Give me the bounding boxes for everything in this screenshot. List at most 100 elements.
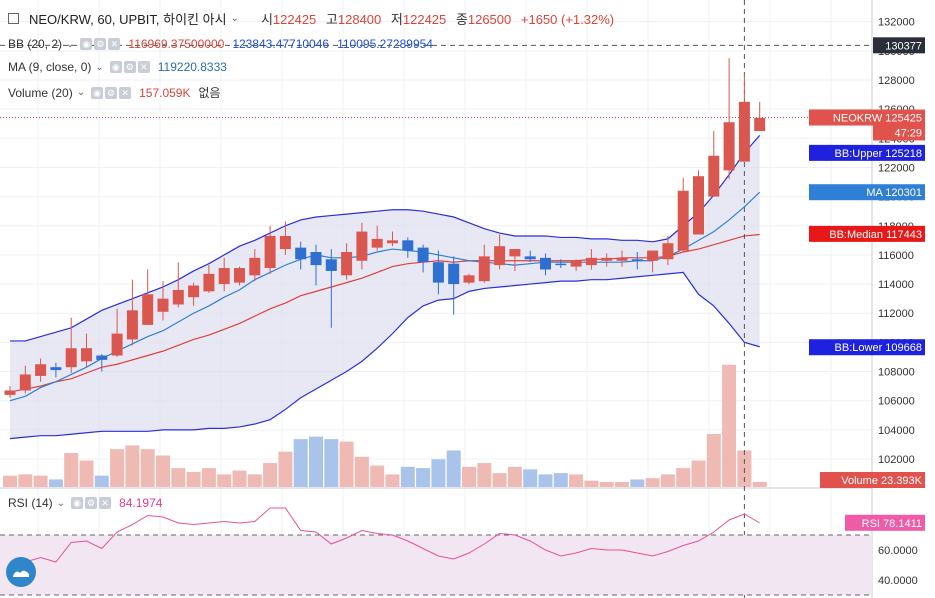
volume-bar <box>507 466 522 487</box>
volume-bar <box>538 474 553 487</box>
volume-bar <box>232 470 247 487</box>
close-label: 종 <box>455 12 468 27</box>
eye-icon[interactable]: ◉ <box>109 61 122 73</box>
gear-icon[interactable]: ⚙ <box>94 38 107 50</box>
close-icon[interactable]: ✕ <box>108 38 121 50</box>
volume-bar <box>186 471 201 487</box>
symbol-title[interactable]: NEO/KRW, 60, UPBIT, 하이킨 아시 <box>29 12 227 27</box>
price-tick-label: 114000 <box>878 279 914 291</box>
candle-body <box>738 101 750 162</box>
volume-bar <box>752 481 767 487</box>
rsi-value: 84.1974 <box>119 496 163 510</box>
candle-body <box>647 250 659 261</box>
bb-legend[interactable]: BB (20, 2) ⌄ ◉ ⚙ ✕ 116969.37500000 123843.… <box>8 37 433 51</box>
volume-label[interactable]: Volume (20) <box>8 85 73 100</box>
volume-bar <box>140 449 155 487</box>
close-icon[interactable]: ✕ <box>99 497 112 509</box>
volume-bar <box>477 463 492 487</box>
volume-bar <box>370 465 385 487</box>
volume-bar <box>676 468 691 487</box>
ma-legend[interactable]: MA (9, close, 0) ⌄ ◉ ⚙ ✕ 119220.8333 <box>8 60 227 74</box>
volume-bar <box>569 474 584 487</box>
symbol-legend: NEO/KRW, 60, UPBIT, 하이킨 아시 ⌄ 시122425 고12… <box>8 9 614 28</box>
volume-bar <box>201 468 216 487</box>
chevron-down-icon[interactable]: ⌄ <box>230 13 239 24</box>
price-tag-bg <box>809 339 925 356</box>
price-tag-bg <box>809 184 925 201</box>
candle-body <box>264 235 276 269</box>
price-tick-label: 132000 <box>878 17 915 29</box>
price-tick-label: 116000 <box>878 250 914 262</box>
chevron-down-icon[interactable]: ⌄ <box>66 38 75 50</box>
open-label: 시 <box>260 12 273 27</box>
candle-body <box>387 240 398 244</box>
candle-body <box>601 257 613 261</box>
price-tick-label: 108000 <box>878 367 915 379</box>
candle-body <box>356 231 368 261</box>
volume-bar <box>645 478 660 487</box>
bb-upper-line <box>10 134 761 342</box>
gear-icon[interactable]: ⚙ <box>105 86 118 99</box>
chevron-down-icon[interactable]: ⌄ <box>95 61 104 73</box>
close-icon[interactable]: ✕ <box>119 86 132 99</box>
bb-label[interactable]: BB (20, 2) <box>8 37 63 51</box>
candle-body <box>249 257 261 276</box>
candle-body <box>555 263 567 266</box>
volume-bar <box>278 451 293 487</box>
candle-body <box>279 235 291 250</box>
volume-bar <box>293 439 308 487</box>
candle-body <box>65 348 77 368</box>
candle-body <box>478 256 490 282</box>
price-tag-bg <box>809 144 925 161</box>
chevron-down-icon[interactable]: ⌄ <box>76 87 86 98</box>
price-tag: NEOKRW 125425 <box>833 113 922 125</box>
candle-body <box>203 273 215 292</box>
gear-icon[interactable]: ⚙ <box>85 497 98 509</box>
close-icon[interactable]: ✕ <box>137 61 150 73</box>
price-tick-label: 122000 <box>878 162 915 174</box>
volume-bar <box>706 434 721 487</box>
volume-bar <box>339 441 354 487</box>
rsi-tag-bg <box>845 514 925 531</box>
change-value: +1650 (+1.32%) <box>520 12 615 27</box>
tradingview-logo-icon[interactable] <box>6 557 36 587</box>
volume-bar <box>400 466 415 487</box>
bb-band-fill <box>10 135 760 439</box>
volume-bar <box>722 364 737 487</box>
volume-bar <box>217 474 232 487</box>
candle-body <box>570 260 582 267</box>
eye-icon[interactable]: ◉ <box>80 38 93 50</box>
price-axis-bg <box>873 0 935 598</box>
volume-bar <box>79 460 94 487</box>
bb-median-line <box>9 233 760 393</box>
rsi-legend[interactable]: RSI (14) ⌄ ◉ ⚙ ✕ 84.1974 <box>8 496 162 510</box>
collapse-icon[interactable] <box>8 13 19 24</box>
price-tag: BB:Lower 109668 <box>835 342 922 354</box>
candle-body <box>417 247 429 263</box>
price-tick-label: 106000 <box>878 396 915 408</box>
candle-body <box>218 268 230 285</box>
volume-bar <box>309 436 323 487</box>
candle-body <box>295 247 307 260</box>
chevron-down-icon[interactable]: ⌄ <box>56 497 66 509</box>
candle-body <box>463 275 475 283</box>
volume-ma-value: 없음 <box>198 86 221 100</box>
price-tick-label: 104000 <box>878 425 915 437</box>
volume-bar <box>94 475 109 487</box>
volume-bar <box>64 452 79 487</box>
candle-body <box>723 122 735 171</box>
eye-icon[interactable]: ◉ <box>71 497 84 509</box>
price-tag: 47:29 <box>894 127 922 139</box>
volume-legend[interactable]: Volume (20) ⌄ ◉ ⚙ ✕ 157.059K 없음 <box>8 84 221 101</box>
candle-body <box>616 257 628 261</box>
price-tag-bg <box>809 109 925 126</box>
candle-body <box>4 390 16 395</box>
eye-icon[interactable]: ◉ <box>91 86 104 99</box>
gear-icon[interactable]: ⚙ <box>123 61 136 73</box>
price-tag-bg <box>809 225 925 242</box>
ma-controls: ◉ ⚙ ✕ <box>109 61 150 73</box>
candle-body <box>341 251 353 276</box>
ma-label[interactable]: MA (9, close, 0) <box>8 60 92 74</box>
rsi-label[interactable]: RSI (14) <box>8 496 53 510</box>
